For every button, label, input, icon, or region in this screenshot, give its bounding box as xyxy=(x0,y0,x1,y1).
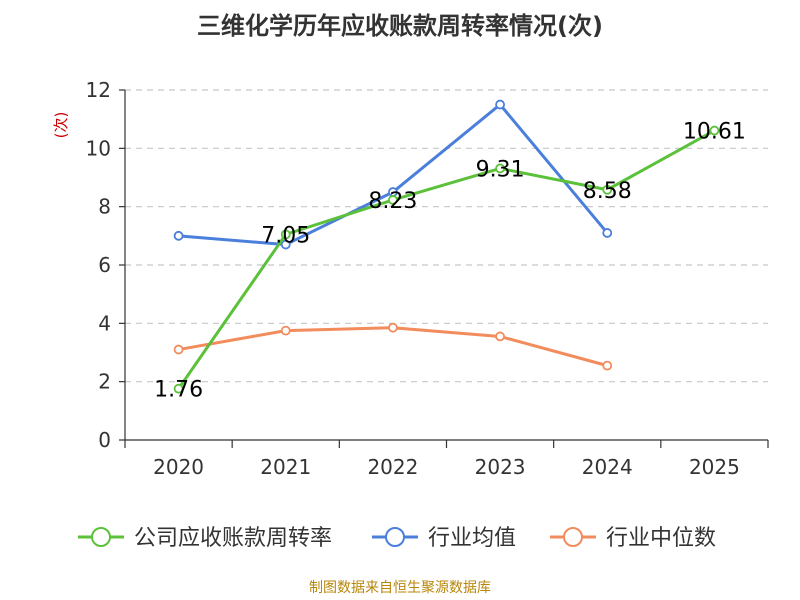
series-line-company xyxy=(177,129,716,390)
y-tick-label: 12 xyxy=(86,78,111,102)
data-label: 8.23 xyxy=(368,189,417,214)
x-tick-label: 2022 xyxy=(367,455,418,479)
grid-lines xyxy=(125,89,768,383)
y-tick-label: 2 xyxy=(98,370,111,394)
y-tick-label: 10 xyxy=(86,136,111,160)
data-point-industry-avg xyxy=(280,239,291,250)
legend-item-company: 公司应收账款周转率 xyxy=(78,526,332,551)
y-tick-label: 8 xyxy=(98,195,111,219)
legend-marker xyxy=(91,527,111,547)
data-label: 8.58 xyxy=(583,179,632,204)
legend-label: 行业中位数 xyxy=(606,526,716,551)
axes: 0 2 4 6 8 10 12 2020 2021 2022 2023 2024 2025 xyxy=(86,78,769,479)
data-point-industry-median xyxy=(280,325,291,336)
data-point-company xyxy=(495,163,505,174)
data-label: 9.31 xyxy=(476,157,525,182)
legend-item-industry-median: 行业中位数 xyxy=(550,526,716,551)
x-tick-label: 2021 xyxy=(260,455,311,479)
legend-marker xyxy=(385,527,405,547)
data-point-industry-avg xyxy=(495,99,505,110)
y-tick-label: 6 xyxy=(98,253,111,277)
data-labels: 1.76 7.05 8.23 9.31 8.58 10.61 xyxy=(154,120,746,403)
data-label: 1.76 xyxy=(154,378,203,403)
x-tick-label: 2025 xyxy=(689,455,740,479)
data-point-company xyxy=(173,383,184,394)
data-point-company xyxy=(602,184,613,195)
data-label: 10.61 xyxy=(683,120,746,145)
data-point-industry-avg xyxy=(602,228,613,238)
x-tick-label: 2020 xyxy=(153,455,204,479)
series-line-industry-median xyxy=(178,326,608,368)
legend-item-industry-avg: 行业均值 xyxy=(372,526,516,551)
data-point-industry-median xyxy=(602,360,613,371)
data-point-company xyxy=(388,195,398,205)
source-note: 制图数据来自恒生聚源数据库 xyxy=(309,580,491,596)
data-point-company xyxy=(280,229,291,240)
y-tick-label: 4 xyxy=(98,311,111,335)
x-tick-label: 2023 xyxy=(475,455,526,479)
data-point-industry-avg xyxy=(173,230,184,241)
x-tick-label: 2024 xyxy=(582,455,633,479)
data-point-industry-median xyxy=(495,331,505,342)
data-label: 7.05 xyxy=(261,223,310,248)
series xyxy=(173,99,720,394)
data-point-company xyxy=(709,125,720,136)
legend-label: 行业均值 xyxy=(428,526,516,551)
series-line-industry-avg xyxy=(178,103,609,247)
legend-label: 公司应收账款周转率 xyxy=(134,526,332,551)
data-point-industry-median xyxy=(388,322,398,333)
data-point-industry-median xyxy=(173,344,184,355)
y-tick-label: 0 xyxy=(98,428,111,452)
legend: 公司应收账款周转率 行业均值 行业中位数 xyxy=(78,526,716,551)
y-axis-label: (次) xyxy=(52,112,70,139)
chart-title: 三维化学历年应收账款周转率情况(次) xyxy=(197,12,603,40)
legend-marker xyxy=(563,527,583,547)
